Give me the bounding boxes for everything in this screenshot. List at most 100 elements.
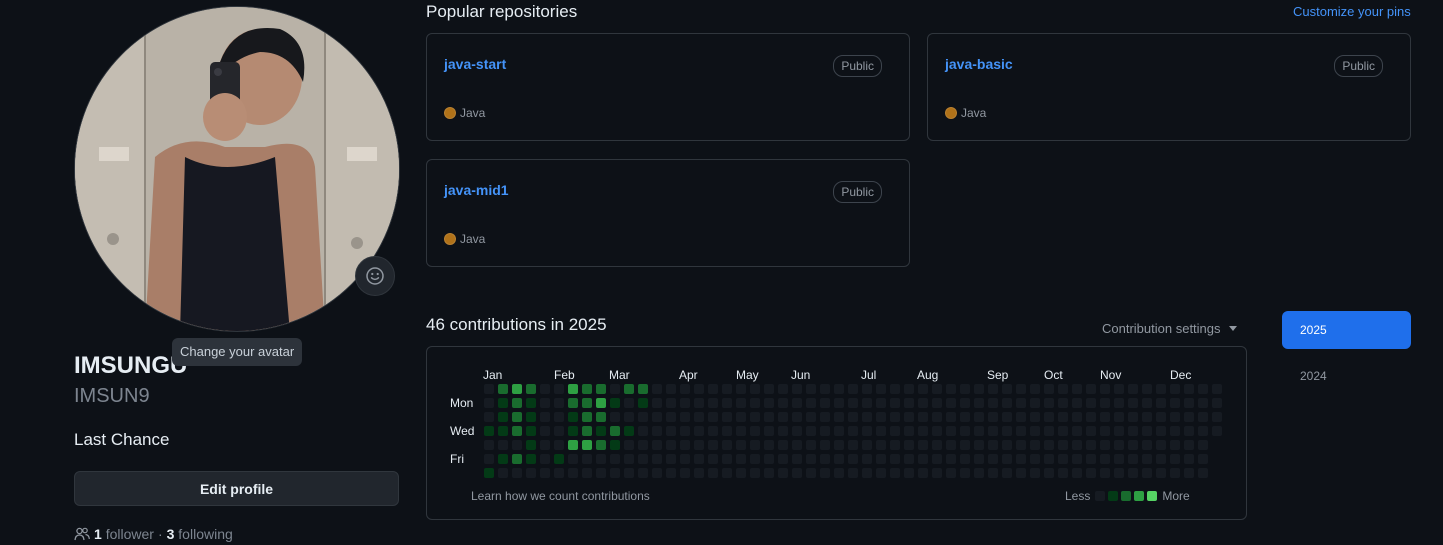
contribution-cell[interactable] <box>960 412 970 422</box>
contribution-cell[interactable] <box>1016 384 1026 394</box>
contribution-cell[interactable] <box>764 426 774 436</box>
contribution-cell[interactable] <box>484 426 494 436</box>
contribution-cell[interactable] <box>932 440 942 450</box>
contribution-cell[interactable] <box>1114 468 1124 478</box>
contribution-cell[interactable] <box>974 468 984 478</box>
contribution-cell[interactable] <box>610 454 620 464</box>
contribution-cell[interactable] <box>1170 384 1180 394</box>
contribution-cell[interactable] <box>876 426 886 436</box>
contribution-cell[interactable] <box>1184 468 1194 478</box>
contribution-cell[interactable] <box>1044 384 1054 394</box>
contribution-cell[interactable] <box>862 384 872 394</box>
contribution-cell[interactable] <box>526 454 536 464</box>
contribution-cell[interactable] <box>624 468 634 478</box>
contribution-cell[interactable] <box>498 398 508 408</box>
contribution-cell[interactable] <box>890 412 900 422</box>
contribution-cell[interactable] <box>1184 454 1194 464</box>
contribution-cell[interactable] <box>652 412 662 422</box>
contribution-cell[interactable] <box>680 454 690 464</box>
contribution-cell[interactable] <box>652 384 662 394</box>
contribution-cell[interactable] <box>596 426 606 436</box>
contribution-cell[interactable] <box>988 412 998 422</box>
contribution-cell[interactable] <box>1142 440 1152 450</box>
contribution-cell[interactable] <box>1086 454 1096 464</box>
contribution-cell[interactable] <box>1128 468 1138 478</box>
contribution-cell[interactable] <box>806 426 816 436</box>
contribution-cell[interactable] <box>722 454 732 464</box>
avatar[interactable] <box>74 6 400 332</box>
contribution-cell[interactable] <box>1156 384 1166 394</box>
contribution-cell[interactable] <box>960 426 970 436</box>
contribution-cell[interactable] <box>1198 412 1208 422</box>
contribution-cell[interactable] <box>1058 454 1068 464</box>
contribution-cell[interactable] <box>1044 440 1054 450</box>
contribution-cell[interactable] <box>1184 426 1194 436</box>
contribution-cell[interactable] <box>792 468 802 478</box>
contribution-cell[interactable] <box>834 412 844 422</box>
contribution-cell[interactable] <box>988 384 998 394</box>
contribution-cell[interactable] <box>1128 426 1138 436</box>
contribution-cell[interactable] <box>582 384 592 394</box>
contribution-cell[interactable] <box>1114 440 1124 450</box>
contribution-cell[interactable] <box>1058 398 1068 408</box>
contribution-cell[interactable] <box>1156 412 1166 422</box>
contribution-cell[interactable] <box>568 454 578 464</box>
contribution-cell[interactable] <box>1100 454 1110 464</box>
contribution-cell[interactable] <box>792 412 802 422</box>
contribution-cell[interactable] <box>1156 440 1166 450</box>
contribution-cell[interactable] <box>1086 426 1096 436</box>
contribution-cell[interactable] <box>946 454 956 464</box>
contribution-cell[interactable] <box>1100 426 1110 436</box>
contribution-cell[interactable] <box>1184 398 1194 408</box>
contribution-cell[interactable] <box>1198 426 1208 436</box>
contribution-cell[interactable] <box>806 454 816 464</box>
contribution-cell[interactable] <box>526 412 536 422</box>
contribution-cell[interactable] <box>1072 384 1082 394</box>
contribution-cell[interactable] <box>778 426 788 436</box>
contribution-cell[interactable] <box>904 384 914 394</box>
contribution-cell[interactable] <box>750 412 760 422</box>
contribution-cell[interactable] <box>638 454 648 464</box>
contribution-cell[interactable] <box>1100 398 1110 408</box>
contribution-cell[interactable] <box>1142 426 1152 436</box>
contribution-cell[interactable] <box>554 398 564 408</box>
learn-contributions-link[interactable]: Learn how we count contributions <box>471 489 650 503</box>
contribution-cell[interactable] <box>1170 398 1180 408</box>
contribution-cell[interactable] <box>722 468 732 478</box>
contribution-cell[interactable] <box>666 454 676 464</box>
contribution-cell[interactable] <box>974 426 984 436</box>
contribution-cell[interactable] <box>1156 468 1166 478</box>
contribution-cell[interactable] <box>974 440 984 450</box>
contribution-cell[interactable] <box>988 468 998 478</box>
contribution-cell[interactable] <box>1100 468 1110 478</box>
contribution-cell[interactable] <box>778 440 788 450</box>
contribution-cell[interactable] <box>918 412 928 422</box>
contribution-cell[interactable] <box>876 440 886 450</box>
contribution-cell[interactable] <box>932 426 942 436</box>
contribution-cell[interactable] <box>1016 454 1026 464</box>
contribution-cell[interactable] <box>750 426 760 436</box>
contribution-cell[interactable] <box>750 454 760 464</box>
contribution-cell[interactable] <box>638 468 648 478</box>
contribution-cell[interactable] <box>974 454 984 464</box>
contribution-cell[interactable] <box>1100 440 1110 450</box>
contribution-cell[interactable] <box>554 412 564 422</box>
contribution-cell[interactable] <box>638 398 648 408</box>
contribution-cell[interactable] <box>918 440 928 450</box>
contribution-cell[interactable] <box>694 468 704 478</box>
contribution-cell[interactable] <box>1002 440 1012 450</box>
contribution-cell[interactable] <box>1198 398 1208 408</box>
contribution-cell[interactable] <box>582 440 592 450</box>
contribution-cell[interactable] <box>666 426 676 436</box>
contribution-cell[interactable] <box>736 398 746 408</box>
contribution-cell[interactable] <box>1170 454 1180 464</box>
contribution-cell[interactable] <box>834 426 844 436</box>
contribution-cell[interactable] <box>1100 384 1110 394</box>
contribution-cell[interactable] <box>778 398 788 408</box>
contribution-cell[interactable] <box>652 398 662 408</box>
contribution-cell[interactable] <box>946 426 956 436</box>
contribution-cell[interactable] <box>1114 454 1124 464</box>
contribution-cell[interactable] <box>764 412 774 422</box>
contribution-cell[interactable] <box>540 412 550 422</box>
contribution-cell[interactable] <box>554 468 564 478</box>
